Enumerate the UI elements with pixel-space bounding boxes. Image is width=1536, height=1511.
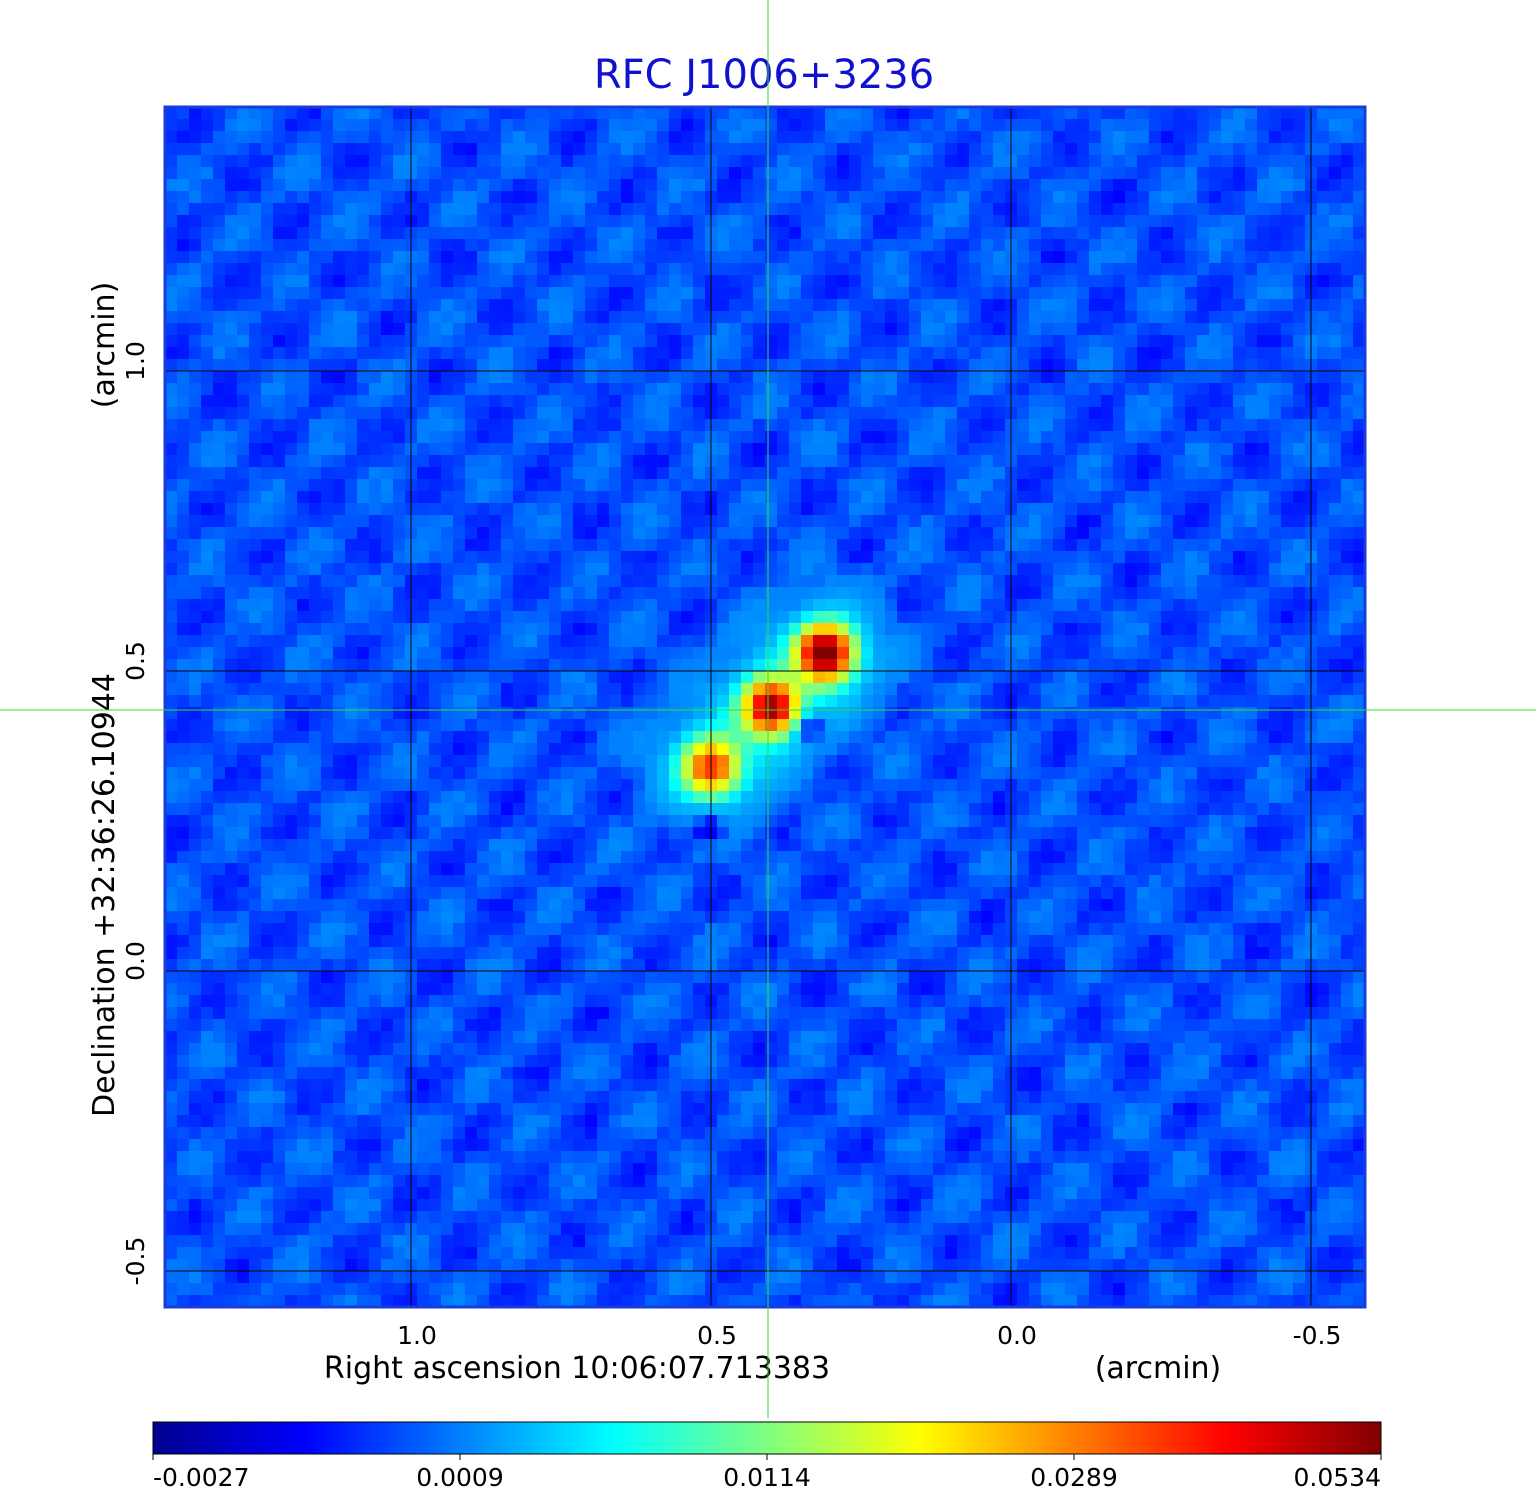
colorbar-tick-label: 0.0009 [416, 1463, 503, 1492]
y-axis-unit: (arcmin) [87, 282, 122, 409]
x-tick-label: 0.5 [697, 1321, 737, 1350]
colorbar-tick-label: 0.0289 [1030, 1463, 1117, 1492]
x-axis-label: Right ascension 10:06:07.713383 [324, 1351, 830, 1386]
colorbar-ticks: -0.0027 0.0009 0.0114 0.0289 0.0534 [152, 1454, 1382, 1492]
x-tick-label: -0.5 [1293, 1321, 1342, 1350]
chart-title: RFC J1006+3236 [594, 52, 934, 98]
intensity-image [165, 107, 1365, 1307]
x-tick-label: 0.0 [997, 1321, 1037, 1350]
y-tick-label: 0.5 [121, 641, 150, 681]
y-tick-label: -0.5 [121, 1237, 150, 1286]
colorbar [152, 1421, 1382, 1455]
colorbar-tick-label: 0.0114 [723, 1463, 810, 1492]
plot-frame [163, 105, 1367, 1309]
y-tick-label: 1.0 [121, 341, 150, 381]
colorbar-tick-label: 0.0534 [1294, 1463, 1381, 1492]
y-tick-label: 0.0 [121, 941, 150, 981]
x-tick-label: 1.0 [397, 1321, 437, 1350]
x-tick-labels: 1.0 0.5 0.0 -0.5 [397, 1321, 1341, 1350]
y-tick-labels: 1.0 0.5 0.0 -0.5 [121, 341, 150, 1285]
colorbar-tick-label: -0.0027 [153, 1463, 250, 1492]
coordinate-grid [165, 107, 1365, 1307]
x-axis-unit: (arcmin) [1095, 1351, 1222, 1386]
y-axis-label: Declination +32:36:26.10944 [87, 673, 122, 1117]
